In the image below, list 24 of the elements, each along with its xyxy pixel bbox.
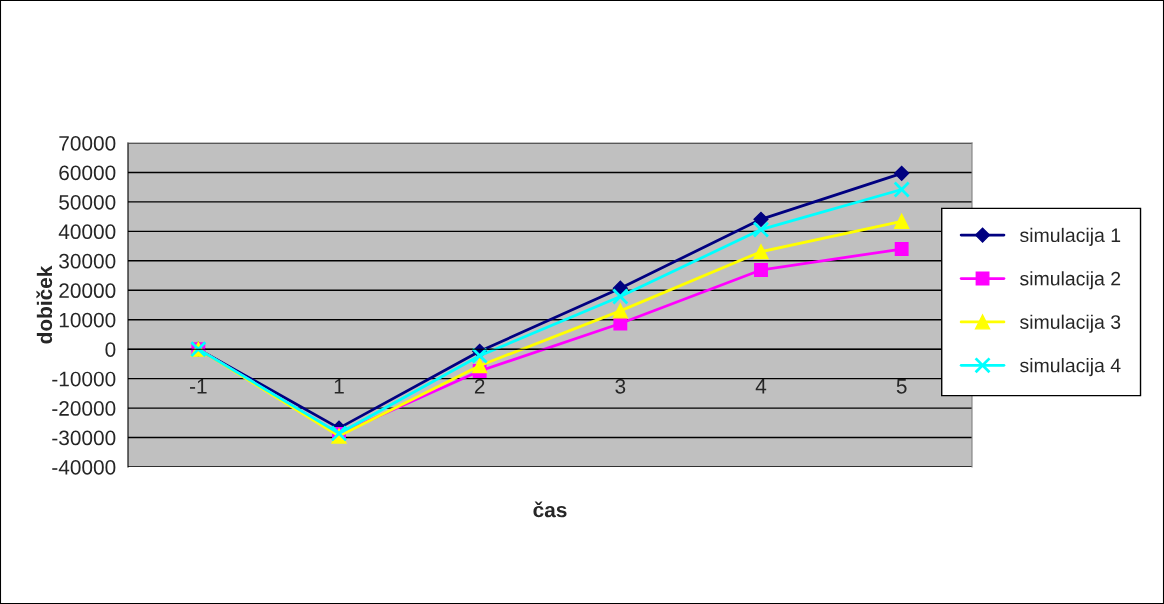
y-tick-label: 50000 [59, 194, 116, 210]
y-tick-label: 10000 [59, 312, 116, 328]
y-tick-label: 40000 [58, 224, 116, 240]
x-tick-label: 5 [896, 379, 907, 394]
y-axis-title: dobiček [36, 265, 53, 344]
x-tick-label: 1 [334, 379, 344, 394]
y-tick-label: -30000 [52, 430, 116, 446]
legend-label: simulacija 2 [1020, 271, 1121, 290]
y-tick-label: -10000 [52, 371, 116, 387]
y-tick-label: -40000 [52, 460, 116, 475]
y-tick-label: 60000 [59, 165, 116, 181]
y-tick-label: 20000 [59, 283, 116, 299]
x-tick-label: 3 [615, 378, 626, 394]
y-tick-label: 30000 [59, 253, 116, 269]
legend-label: simulacija 1 [1020, 227, 1121, 246]
x-tick-label: 4 [755, 379, 767, 394]
y-tick-label: 0 [105, 342, 116, 357]
y-tick-label: -20000 [52, 401, 116, 416]
x-tick-label: 2 [474, 378, 485, 394]
y-tick-label: 70000 [59, 136, 116, 151]
legend-label: simulacija 4 [1020, 358, 1121, 377]
x-tick-label: -1 [190, 379, 207, 394]
legend-label: simulacija 3 [1020, 314, 1121, 333]
x-axis-title: čas [533, 501, 567, 518]
